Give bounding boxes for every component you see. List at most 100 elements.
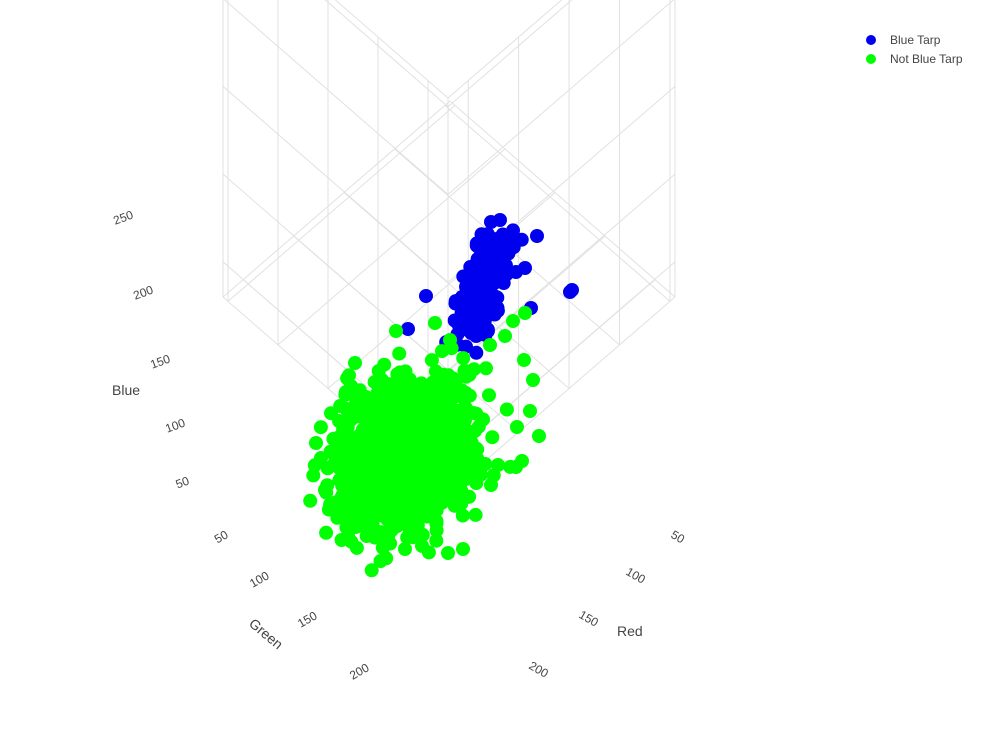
axis-line [447,0,563,99]
point-not-blue-tarp [334,533,349,547]
point-not-blue-tarp [346,490,360,504]
point-not-blue-tarp [344,379,358,393]
point-not-blue-tarp [532,429,546,443]
point-not-blue-tarp [360,485,375,500]
point-not-blue-tarp [341,505,356,520]
point-not-blue-tarp [478,457,493,471]
point-not-blue-tarp [499,402,514,417]
point-not-blue-tarp [429,533,444,548]
point-not-blue-tarp [418,473,433,488]
z-tick-200: 200 [131,283,155,303]
point-not-blue-tarp [436,382,451,397]
grid-line [447,0,675,195]
point-not-blue-tarp [407,436,422,451]
point-not-blue-tarp [303,493,318,508]
point-not-blue-tarp [373,526,387,540]
point-blue-tarp [487,307,502,322]
point-not-blue-tarp [319,525,334,540]
point-not-blue-tarp [424,353,439,368]
point-blue-tarp [480,263,495,278]
y-tick-50: 50 [212,527,231,546]
grid-line [343,192,570,389]
point-not-blue-tarp [438,445,453,460]
grid-line [222,85,449,283]
x-axis-title: Red [617,623,643,639]
point-blue-tarp [530,229,544,243]
point-not-blue-tarp [479,361,493,376]
point-blue-tarp [469,238,484,253]
point-not-blue-tarp [456,542,470,556]
point-not-blue-tarp [482,388,496,403]
point-blue-tarp [401,322,415,336]
legend: Blue Tarp Not Blue Tarp [860,30,963,68]
y-axis-title: Green [246,615,286,652]
point-blue-tarp [506,223,520,238]
point-not-blue-tarp [464,463,479,478]
grid-line [324,0,449,108]
point-not-blue-tarp [485,430,500,445]
point-not-blue-tarp [429,514,444,529]
point-not-blue-tarp [314,451,328,465]
point-not-blue-tarp [443,333,457,347]
point-not-blue-tarp [471,419,486,434]
point-not-blue-tarp [330,509,345,524]
point-not-blue-tarp [340,428,355,443]
point-not-blue-tarp [309,436,323,450]
point-not-blue-tarp [406,451,421,466]
point-not-blue-tarp [427,497,442,512]
legend-item-not-blue-tarp[interactable]: Not Blue Tarp [860,49,963,68]
point-not-blue-tarp [448,481,463,496]
point-not-blue-tarp [398,463,413,478]
x-tick-100: 100 [624,564,649,586]
point-not-blue-tarp [446,381,461,396]
point-not-blue-tarp [460,440,475,455]
legend-label-not-blue-tarp: Not Blue Tarp [890,51,963,66]
z-axis-title: Blue [112,382,140,398]
z-tick-100: 100 [163,416,187,436]
point-not-blue-tarp [483,338,497,352]
point-not-blue-tarp [455,508,470,523]
point-not-blue-tarp [484,478,498,492]
grid-line [447,0,573,108]
point-not-blue-tarp [467,362,481,377]
point-not-blue-tarp [441,368,456,383]
point-not-blue-tarp [429,396,444,411]
x-tick-150: 150 [577,607,602,629]
point-not-blue-tarp [400,530,415,545]
point-blue-tarp [469,345,484,360]
point-not-blue-tarp [398,542,412,556]
point-not-blue-tarp [328,495,343,510]
point-not-blue-tarp [456,351,471,366]
grid-line [277,148,506,346]
point-not-blue-tarp [318,483,332,497]
point-not-blue-tarp [375,475,390,490]
point-not-blue-tarp [390,430,405,445]
point-not-blue-tarp [375,441,390,456]
point-not-blue-tarp [506,314,520,328]
legend-item-blue-tarp[interactable]: Blue Tarp [860,30,963,49]
point-not-blue-tarp [491,458,505,472]
point-not-blue-tarp [405,488,420,503]
point-blue-tarp [459,339,473,354]
z-tick-150: 150 [148,352,172,372]
point-not-blue-tarp [377,357,392,372]
point-not-blue-tarp [358,517,373,532]
point-not-blue-tarp [389,324,403,338]
point-not-blue-tarp [345,516,360,531]
point-blue-tarp [518,261,532,275]
point-blue-tarp [465,263,480,278]
grid-line [227,104,456,302]
point-not-blue-tarp [390,397,405,412]
point-not-blue-tarp [400,377,415,392]
point-not-blue-tarp [414,376,429,391]
point-blue-tarp [494,243,509,258]
axis-line [222,100,451,298]
point-not-blue-tarp [384,512,399,527]
point-not-blue-tarp [443,418,458,433]
legend-label-blue-tarp: Blue Tarp [890,32,941,47]
data-points [303,213,579,578]
point-not-blue-tarp [396,444,411,459]
point-blue-tarp [480,287,495,302]
point-not-blue-tarp [369,455,384,470]
